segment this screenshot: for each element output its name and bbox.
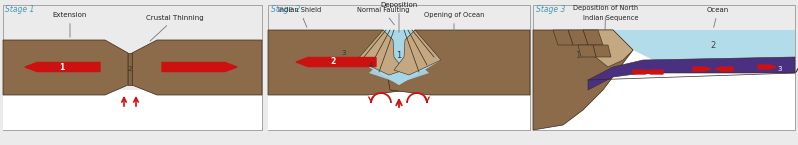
Text: Indian Sequence: Indian Sequence xyxy=(583,15,638,21)
Polygon shape xyxy=(568,30,588,45)
Text: Deposition: Deposition xyxy=(381,2,417,32)
Polygon shape xyxy=(553,30,573,45)
Text: Indian Shield: Indian Shield xyxy=(278,7,322,27)
Text: 2: 2 xyxy=(128,66,132,72)
Polygon shape xyxy=(3,90,262,130)
Text: Normal Faulting: Normal Faulting xyxy=(357,7,409,25)
Polygon shape xyxy=(533,30,633,130)
Polygon shape xyxy=(583,30,603,45)
Polygon shape xyxy=(588,57,795,90)
FancyArrow shape xyxy=(645,70,663,74)
Polygon shape xyxy=(3,5,262,130)
Polygon shape xyxy=(533,5,795,130)
Text: Ocean: Ocean xyxy=(707,7,729,27)
Text: Stage 1: Stage 1 xyxy=(5,5,34,14)
Text: 2: 2 xyxy=(330,58,336,67)
Text: 1: 1 xyxy=(575,50,581,59)
Text: 4: 4 xyxy=(369,62,373,68)
Polygon shape xyxy=(128,53,132,85)
Text: Extension: Extension xyxy=(53,12,87,37)
Polygon shape xyxy=(613,30,795,70)
Polygon shape xyxy=(357,30,520,85)
Polygon shape xyxy=(394,30,441,75)
Polygon shape xyxy=(593,45,611,57)
FancyArrow shape xyxy=(25,62,100,71)
FancyArrow shape xyxy=(715,67,733,71)
Polygon shape xyxy=(268,30,413,95)
Polygon shape xyxy=(268,90,530,130)
Text: 3: 3 xyxy=(778,66,782,72)
Text: Stage 2: Stage 2 xyxy=(271,5,300,14)
Text: Opening of Ocean: Opening of Ocean xyxy=(424,12,484,34)
Polygon shape xyxy=(115,95,145,130)
Text: Crustal Thinning: Crustal Thinning xyxy=(146,15,203,41)
Polygon shape xyxy=(578,30,633,67)
FancyArrow shape xyxy=(633,70,651,74)
Polygon shape xyxy=(268,5,530,130)
Text: 1: 1 xyxy=(59,62,65,71)
Polygon shape xyxy=(533,30,795,130)
Text: Deposition of North: Deposition of North xyxy=(573,5,638,30)
Polygon shape xyxy=(357,30,530,85)
Text: 3: 3 xyxy=(342,50,346,56)
Polygon shape xyxy=(578,45,596,57)
FancyArrow shape xyxy=(693,67,711,71)
Polygon shape xyxy=(132,40,262,95)
Polygon shape xyxy=(385,30,530,95)
Text: 2: 2 xyxy=(710,40,716,49)
Polygon shape xyxy=(357,30,404,75)
FancyArrow shape xyxy=(162,62,237,71)
FancyArrow shape xyxy=(758,65,776,69)
Text: 1: 1 xyxy=(397,50,401,59)
Text: Stage 3: Stage 3 xyxy=(536,5,565,14)
FancyArrow shape xyxy=(296,58,376,67)
Polygon shape xyxy=(3,40,128,95)
Polygon shape xyxy=(369,30,429,83)
Polygon shape xyxy=(268,90,530,130)
Polygon shape xyxy=(110,95,150,130)
